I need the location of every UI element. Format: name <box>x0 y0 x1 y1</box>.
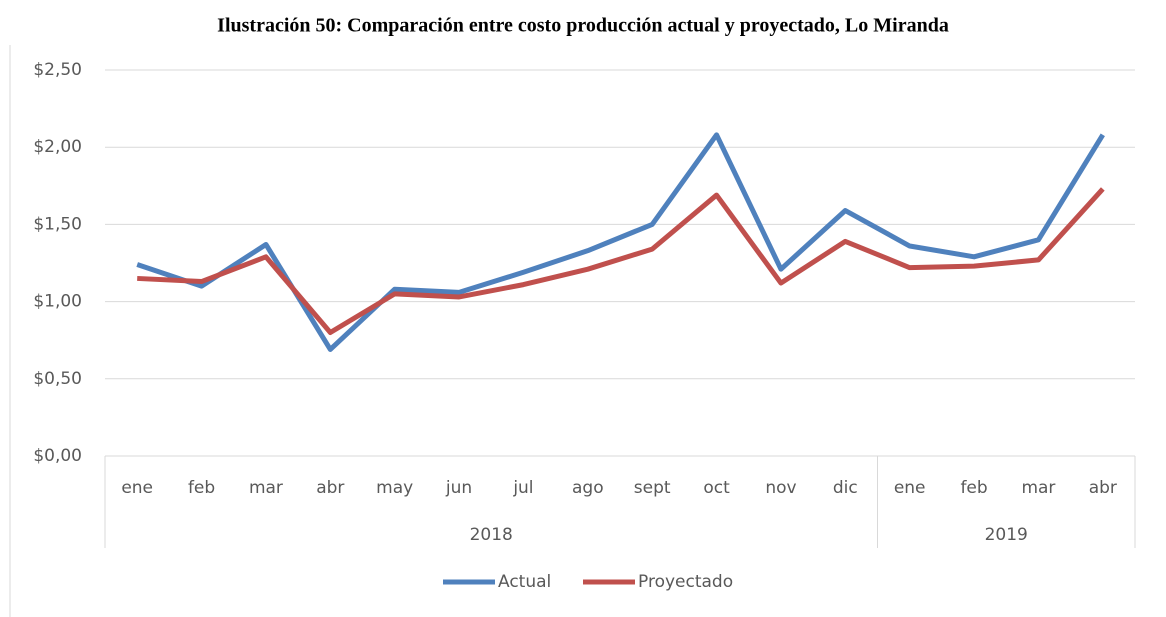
x-tick-label: mar <box>1021 478 1055 498</box>
x-tick-label: abr <box>1089 478 1117 498</box>
x-group-label: 2019 <box>985 525 1028 545</box>
y-tick-label: $2,50 <box>33 60 82 80</box>
x-tick-label: jun <box>445 478 472 498</box>
x-tick-label: sept <box>634 478 671 498</box>
x-tick-label: nov <box>765 478 796 498</box>
x-tick-label: ene <box>894 478 926 498</box>
series-line <box>136 132 1105 352</box>
legend-label: Actual <box>498 572 551 592</box>
x-tick-label: feb <box>960 478 987 498</box>
y-tick-label: $1,00 <box>33 292 82 312</box>
x-tick-label: ene <box>121 478 153 498</box>
x-tick-label: jul <box>512 478 533 498</box>
chart-title: Ilustración 50: Comparación entre costo … <box>217 15 949 37</box>
x-tick-label: feb <box>188 478 215 498</box>
y-tick-label: $1,50 <box>33 214 82 234</box>
series-line <box>137 187 1105 335</box>
x-tick-label: may <box>376 478 413 498</box>
y-tick-label: $2,00 <box>33 137 82 157</box>
x-tick-label: dic <box>833 478 858 498</box>
x-tick-label: oct <box>703 478 730 498</box>
x-tick-label: ago <box>572 478 604 498</box>
legend-label: Proyectado <box>638 572 733 592</box>
y-tick-label: $0,00 <box>33 446 82 466</box>
x-tick-label: mar <box>249 478 283 498</box>
x-tick-label: abr <box>316 478 344 498</box>
y-tick-label: $0,50 <box>33 369 82 389</box>
x-group-label: 2018 <box>470 525 513 545</box>
